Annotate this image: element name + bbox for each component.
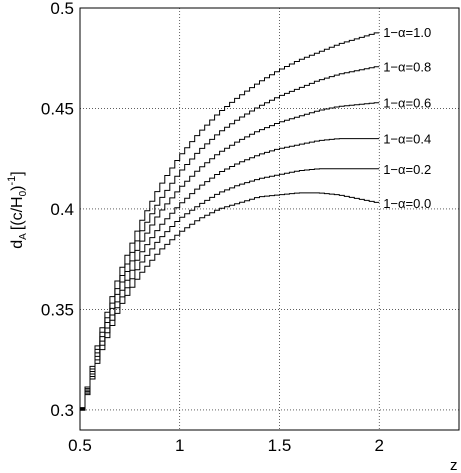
series-line [80,66,380,409]
x-tick-label: 2 [374,436,383,455]
series-label: 1−α=0.4 [383,132,431,147]
grid [80,8,459,430]
y-tick-labels: 0.3 0.35 0.4 0.45 0.5 [41,0,74,420]
y-axis-label-sub: A [18,233,29,240]
y-axis-label-sub2: 0 [18,190,29,196]
y-axis-label-bracket-close: ) [9,185,26,190]
series-curves [80,32,380,411]
y-tick-label: 0.45 [41,99,74,118]
series-line [80,138,380,410]
y-axis-label-main: d [9,240,26,249]
y-axis-label-sup: -1 [6,176,18,186]
y-axis-label-end: ] [9,171,26,175]
series-line [80,168,380,411]
series-label: 1−α=0.6 [383,95,431,110]
series-line [80,192,380,411]
series-line [80,32,380,409]
y-tick-label: 0.5 [50,0,74,18]
series-labels: 1−α=1.0 1−α=0.8 1−α=0.6 1−α=0.4 1−α=0.2 1−α=0… [383,25,431,211]
y-tick-label: 0.35 [41,300,74,319]
series-label: 1−α=0.2 [383,162,431,177]
y-tick-label: 0.4 [50,200,74,219]
x-axis-label: z [450,457,458,473]
series-label: 1−α=1.0 [383,25,431,40]
x-tick-label: 0.5 [68,436,92,455]
x-tick-label: 1 [175,436,184,455]
x-tick-labels: 0.5 1 1.5 2 [68,436,384,455]
series-label: 1−α=0.0 [383,196,431,211]
y-tick-label: 0.3 [50,401,74,420]
y-axis-label: dA [(c/H0)-1] [6,171,29,248]
series-label: 1−α=0.8 [383,59,431,74]
series-line [80,102,380,410]
x-tick-label: 1.5 [268,436,292,455]
plot-frame [79,7,460,431]
y-axis-label-bracket-open: [(c/H [9,196,26,230]
